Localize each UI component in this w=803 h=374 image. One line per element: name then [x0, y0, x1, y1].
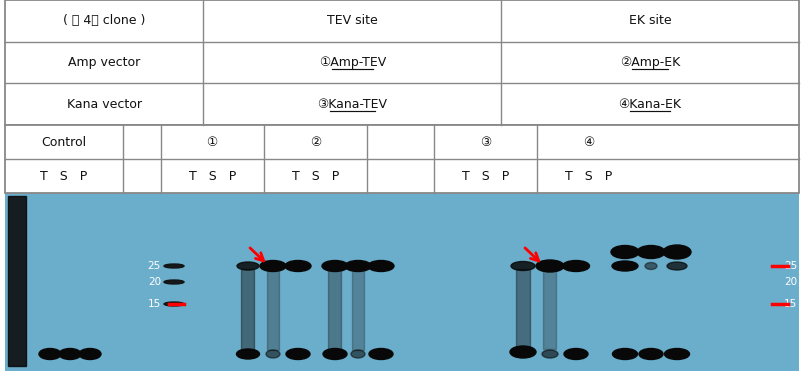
Ellipse shape	[368, 261, 393, 272]
Ellipse shape	[638, 349, 662, 359]
Ellipse shape	[59, 349, 81, 359]
Ellipse shape	[509, 346, 536, 358]
Bar	[352, 270, 364, 350]
Text: ②Amp-EK: ②Amp-EK	[619, 56, 679, 69]
Ellipse shape	[164, 264, 184, 268]
Ellipse shape	[666, 262, 686, 270]
Text: T   S   P: T S P	[565, 169, 611, 183]
Ellipse shape	[611, 261, 638, 271]
Ellipse shape	[636, 245, 664, 258]
Ellipse shape	[79, 349, 101, 359]
Text: 15: 15	[148, 299, 161, 309]
Text: Control: Control	[41, 135, 86, 148]
Ellipse shape	[511, 261, 534, 270]
Text: Amp vector: Amp vector	[68, 56, 141, 69]
Ellipse shape	[612, 349, 637, 359]
Text: TEV site: TEV site	[327, 14, 377, 27]
Bar	[328, 270, 341, 350]
Text: T   S   P: T S P	[189, 169, 235, 183]
Ellipse shape	[562, 261, 589, 272]
Text: 20: 20	[783, 277, 796, 287]
Ellipse shape	[644, 263, 656, 270]
Ellipse shape	[321, 261, 348, 272]
Ellipse shape	[236, 349, 259, 359]
Text: ①: ①	[206, 135, 218, 148]
Bar	[543, 270, 556, 349]
Text: 25: 25	[783, 261, 797, 271]
Ellipse shape	[39, 349, 61, 359]
Text: ①Amp-TEV: ①Amp-TEV	[318, 56, 385, 69]
Ellipse shape	[164, 280, 184, 284]
Ellipse shape	[536, 260, 563, 272]
Ellipse shape	[284, 261, 311, 272]
Text: 25: 25	[148, 261, 161, 271]
Text: ( 완 4개 clone ): ( 완 4개 clone )	[63, 14, 145, 27]
Ellipse shape	[563, 349, 587, 359]
Ellipse shape	[164, 302, 184, 306]
Ellipse shape	[369, 349, 393, 359]
Bar	[516, 269, 529, 348]
Text: ④: ④	[582, 135, 593, 148]
Bar	[5, 125, 798, 193]
Text: EK site: EK site	[628, 14, 671, 27]
Text: ④Kana-EK: ④Kana-EK	[618, 98, 681, 111]
Text: T   S   P: T S P	[40, 169, 88, 183]
Text: 15: 15	[783, 299, 797, 309]
Ellipse shape	[610, 245, 638, 258]
Text: 20: 20	[148, 277, 161, 287]
Text: T   S   P: T S P	[461, 169, 508, 183]
Ellipse shape	[344, 261, 370, 272]
Ellipse shape	[541, 350, 557, 358]
Bar	[267, 270, 279, 350]
Bar	[5, 0, 798, 125]
Ellipse shape	[662, 245, 690, 259]
Ellipse shape	[286, 349, 310, 359]
Ellipse shape	[266, 350, 279, 358]
Bar	[241, 269, 255, 350]
Ellipse shape	[323, 349, 347, 359]
Bar	[5, 193, 798, 371]
Text: ②: ②	[309, 135, 320, 148]
Text: ③: ③	[479, 135, 491, 148]
Ellipse shape	[237, 262, 259, 270]
Text: Kana vector: Kana vector	[67, 98, 141, 111]
Ellipse shape	[663, 349, 689, 359]
Text: ③Kana-TEV: ③Kana-TEV	[317, 98, 387, 111]
Ellipse shape	[351, 350, 365, 358]
Bar	[8, 196, 26, 366]
Text: T   S   P: T S P	[291, 169, 339, 183]
Ellipse shape	[259, 261, 286, 272]
